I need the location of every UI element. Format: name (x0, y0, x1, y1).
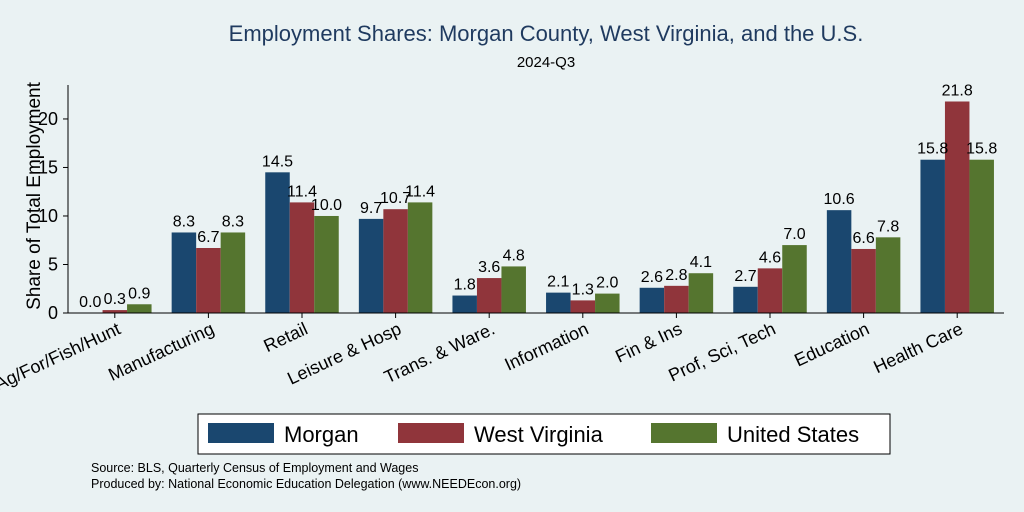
data-label: 7.8 (877, 218, 899, 235)
data-label: 2.1 (547, 274, 569, 291)
data-label: 4.6 (759, 249, 781, 266)
bar (688, 273, 714, 313)
bar (289, 202, 315, 313)
data-label: 7.0 (783, 226, 805, 243)
bar (851, 248, 876, 313)
data-label: 10.7 (380, 190, 411, 207)
bar (969, 159, 994, 313)
bar (265, 172, 290, 313)
bar (782, 245, 807, 313)
bar (546, 292, 571, 313)
data-label: 4.1 (690, 254, 712, 271)
data-label: 14.5 (262, 153, 293, 170)
source-line-2: Produced by: National Economic Education… (91, 477, 521, 491)
data-label: 4.8 (503, 247, 525, 264)
data-label: 15.8 (917, 141, 948, 158)
legend-box (197, 413, 891, 455)
bar (664, 285, 689, 313)
data-label: 8.3 (222, 213, 244, 230)
data-label: 9.7 (360, 200, 382, 217)
data-label: 6.6 (852, 230, 874, 247)
y-ticks: 0 5 10 15 20 (38, 109, 68, 323)
bar (127, 304, 152, 313)
y-tick-label: 5 (48, 254, 58, 274)
bar (501, 266, 526, 313)
bar (733, 286, 758, 313)
y-tick-label: 0 (48, 303, 58, 323)
bar (196, 247, 221, 313)
bar (757, 268, 783, 313)
data-label: 1.3 (572, 281, 594, 298)
data-label: 8.3 (173, 213, 195, 230)
chart-subtitle: 2024-Q3 (517, 54, 575, 71)
data-label: 2.0 (596, 275, 618, 292)
data-label: 10.0 (311, 197, 342, 214)
legend-label: United States (727, 422, 859, 447)
y-tick-label: 10 (38, 206, 58, 226)
source-line-1: Source: BLS, Quarterly Census of Employm… (91, 461, 418, 475)
data-label: 21.8 (942, 82, 973, 99)
data-label: 2.7 (734, 268, 756, 285)
data-label: 0.9 (128, 285, 150, 302)
bar (875, 237, 901, 313)
data-label: 15.8 (966, 141, 997, 158)
bar (220, 232, 246, 313)
y-tick-label: 20 (38, 109, 58, 129)
legend-label: West Virginia (474, 422, 604, 447)
legend-label: Morgan (284, 422, 359, 447)
legend: Morgan West Virginia United States (197, 413, 891, 455)
data-label: 2.8 (665, 267, 687, 284)
bar (920, 159, 945, 313)
legend-swatch (398, 423, 464, 443)
bar (358, 218, 384, 313)
y-tick-label: 15 (38, 157, 58, 177)
data-label: 2.6 (641, 269, 663, 286)
data-label: 10.6 (824, 191, 855, 208)
bars-group (102, 101, 994, 313)
legend-swatch (208, 423, 274, 443)
data-labels-group: 0.0 0.3 0.98.36.78.314.511.410.0 9.710.711.… (79, 82, 997, 311)
chart-title: Employment Shares: Morgan County, West V… (229, 21, 864, 46)
bar (102, 310, 128, 313)
data-label: 11.4 (287, 183, 317, 200)
data-label: 0.0 (79, 294, 101, 311)
bar (452, 295, 477, 313)
data-label: 0.3 (104, 291, 126, 308)
bar (383, 209, 408, 313)
data-label: 1.8 (454, 277, 476, 294)
bar (639, 287, 665, 313)
data-label: 6.7 (197, 229, 219, 246)
data-label: 3.6 (478, 259, 500, 276)
bar (944, 101, 970, 313)
bar (476, 278, 502, 313)
bar (570, 300, 596, 313)
bar (314, 215, 339, 313)
bar (595, 293, 620, 313)
bar (826, 210, 852, 313)
legend-swatch (651, 423, 717, 443)
bar (407, 202, 433, 313)
y-axis-label: Share of Total Employment (24, 81, 45, 309)
data-label: 11.4 (405, 183, 435, 200)
bar (171, 232, 197, 313)
